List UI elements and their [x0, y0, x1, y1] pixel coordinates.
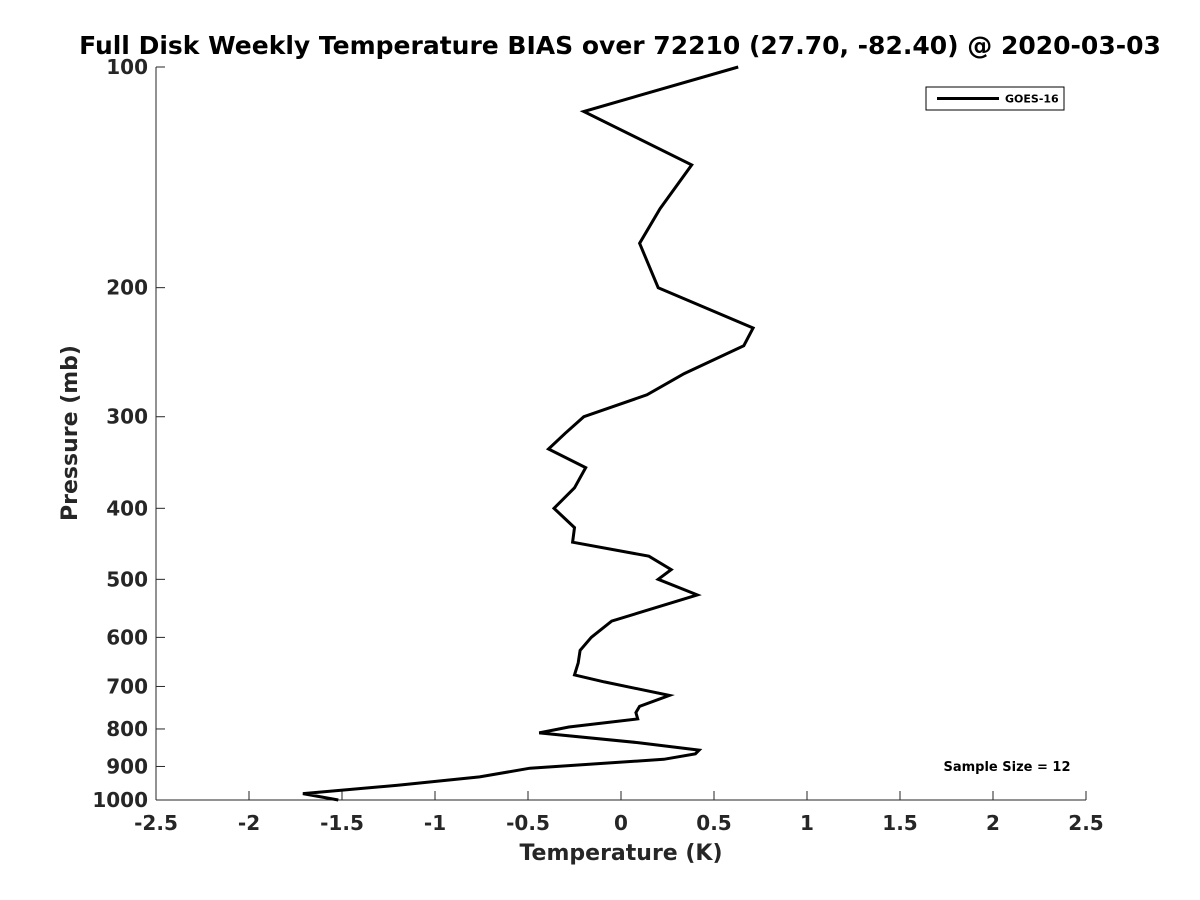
y-tick-label: 500 — [106, 567, 148, 591]
y-tick-label: 200 — [106, 276, 148, 300]
sample-size-annotation: Sample Size = 12 — [943, 760, 1070, 775]
y-tick-label: 100 — [106, 55, 148, 79]
x-tick-label: -2.5 — [134, 811, 178, 835]
y-tick-label: 800 — [106, 717, 148, 741]
x-tick-label: 0 — [614, 811, 628, 835]
ticks: -2.5 -2 -1.5 -1 -0.5 0 0.5 1 1.5 2 2.5 100 200 300 400… — [92, 55, 1103, 835]
x-tick-label: 2 — [986, 811, 1000, 835]
legend-label-goes-16: GOES-16 — [1005, 93, 1059, 106]
series-line-goes-16 — [302, 65, 756, 802]
x-tick-label: -0.5 — [506, 811, 550, 835]
y-tick-label: 700 — [106, 674, 148, 698]
y-tick-label: 300 — [106, 405, 148, 429]
x-tick-label: 2.5 — [1068, 811, 1103, 835]
plot-area — [156, 67, 1086, 800]
y-tick-label: 900 — [106, 754, 148, 778]
y-tick-label: 1000 — [92, 788, 148, 812]
y-tick-label: 400 — [106, 496, 148, 520]
x-tick-label: -1 — [424, 811, 446, 835]
x-tick-label: 0.5 — [696, 811, 731, 835]
x-tick-label: 1 — [800, 811, 814, 835]
y-axis-label: Pressure (mb) — [58, 345, 83, 521]
x-tick-label: -2 — [238, 811, 260, 835]
x-tick-label: 1.5 — [882, 811, 917, 835]
series-layer — [302, 65, 756, 802]
x-axis-label: Temperature (K) — [519, 841, 722, 866]
x-tick-label: -1.5 — [320, 811, 364, 835]
legend: GOES-16 — [925, 86, 1065, 111]
y-tick-label: 600 — [106, 625, 148, 649]
chart-title: Full Disk Weekly Temperature BIAS over 7… — [79, 31, 1161, 60]
